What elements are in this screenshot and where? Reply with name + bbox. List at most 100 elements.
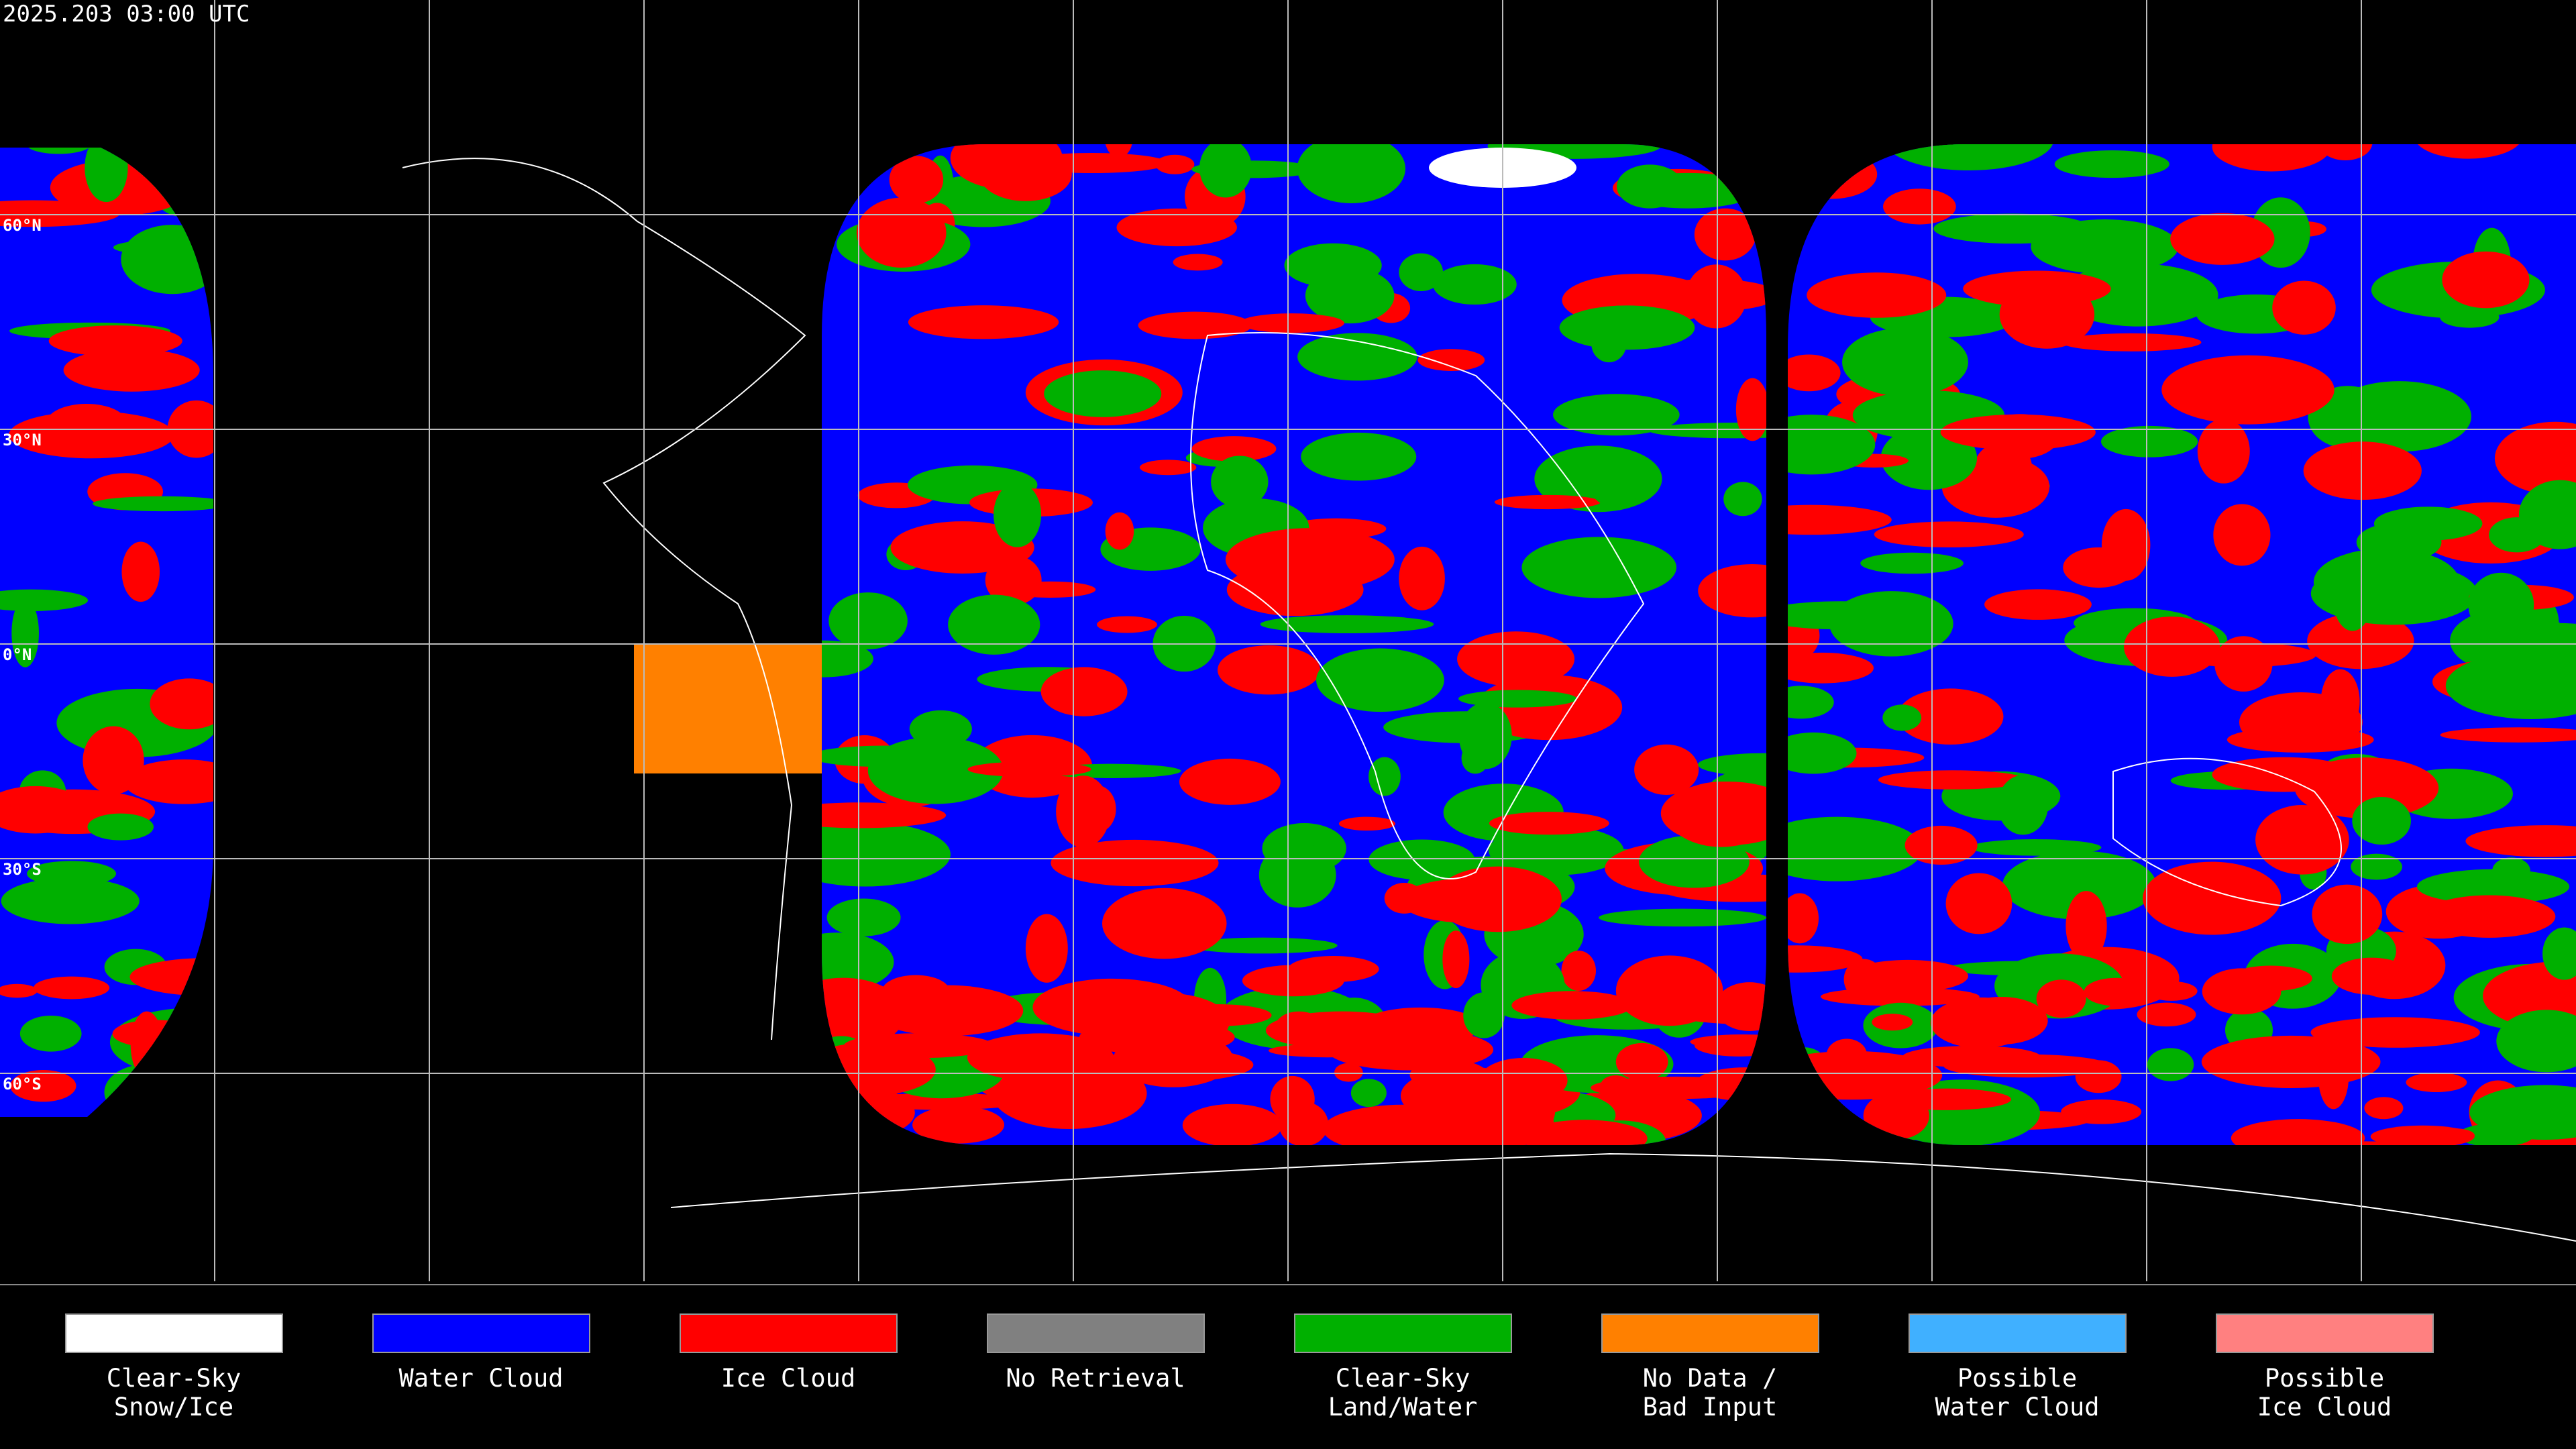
legend-label: No Retrieval xyxy=(1006,1364,1185,1393)
cloud-patch xyxy=(822,745,965,767)
cloud-patch xyxy=(1051,839,1219,887)
cloud-patch xyxy=(1432,264,1517,305)
cloud-patch xyxy=(27,148,91,154)
cloud-patch xyxy=(2202,968,2282,1015)
legend-label: Possible xyxy=(1957,1364,2077,1393)
cloud-patch xyxy=(1788,652,1874,684)
cloud-patch xyxy=(909,710,972,748)
cloud-patch xyxy=(121,541,160,602)
cloud-patch xyxy=(1698,564,1766,618)
legend-swatch xyxy=(1294,1313,1512,1353)
cloud-patch xyxy=(2331,957,2412,995)
cloud-patch xyxy=(1788,504,1892,535)
cloud-patch xyxy=(10,1070,76,1102)
cloud-patch xyxy=(844,1033,994,1059)
cloud-patch xyxy=(1843,959,1884,1000)
legend-label: Water Cloud xyxy=(398,1364,563,1393)
cloud-patch xyxy=(1788,893,1819,944)
coastlines xyxy=(402,158,2576,1242)
no-data-region xyxy=(634,644,822,773)
cloud-patch xyxy=(1040,667,1128,716)
cloud-patch xyxy=(1697,753,1766,777)
cloud-patch xyxy=(822,802,947,828)
cloud-patch xyxy=(1788,354,1841,392)
cloud-patch xyxy=(1301,432,1417,481)
coastline xyxy=(1190,332,1645,879)
satellite-discs xyxy=(0,144,2576,1145)
cloud-patch xyxy=(1615,1042,1668,1081)
cloud-patch xyxy=(948,594,1040,655)
cloud-patch xyxy=(1165,1004,1272,1026)
cloud-patch xyxy=(48,325,182,357)
cloud-patch xyxy=(1925,144,2042,161)
cloud-patch xyxy=(2542,927,2576,980)
cloud-patch xyxy=(1269,1044,1387,1058)
cloud-patch xyxy=(19,1015,82,1052)
cloud-patch xyxy=(2473,623,2576,680)
cloud-patch xyxy=(822,640,873,678)
legend-swatch xyxy=(1909,1313,2127,1353)
cloud-patch xyxy=(1591,1076,1762,1099)
cloud-patch xyxy=(1409,1059,1488,1090)
cloud-patch xyxy=(0,589,89,612)
cloud-patch xyxy=(2468,572,2534,637)
cloud-patch xyxy=(1442,930,1470,989)
lat-label: 0°N xyxy=(3,645,32,664)
cloud-patch xyxy=(1096,616,1157,633)
cloud-patch xyxy=(1930,997,2031,1049)
cloud-patch xyxy=(1173,254,1223,271)
cloud-patch xyxy=(1258,842,1336,908)
cloud-patch xyxy=(1521,537,1677,598)
cloud-patch xyxy=(1660,782,1766,845)
cloud-patch xyxy=(889,156,944,204)
cloud-patch xyxy=(1842,327,1968,396)
cloud-patch xyxy=(912,1106,1005,1144)
cloud-patch xyxy=(1999,280,2095,349)
legend-label: Ice Cloud xyxy=(2257,1393,2392,1421)
cloud-patch xyxy=(1297,333,1417,381)
cloud-patch xyxy=(963,144,1024,176)
cloud-patch xyxy=(1694,208,1756,261)
cloud-patch xyxy=(1997,775,2049,835)
lat-label: 60°S xyxy=(3,1075,42,1093)
cloud-patch xyxy=(46,403,127,443)
cloud-patch xyxy=(2433,1128,2475,1143)
cloud-patch xyxy=(2272,280,2336,335)
cloud-patch xyxy=(123,759,213,804)
cloud-patch xyxy=(2255,805,2349,875)
cloud-patch xyxy=(1788,686,1834,719)
cloud-patch xyxy=(2333,569,2372,631)
cloud-patch xyxy=(2137,1002,2196,1027)
cloud-patch xyxy=(1182,1104,1283,1145)
lat-label: 30°S xyxy=(3,860,42,879)
cloud-patch xyxy=(2496,1010,2576,1073)
cloud-patch xyxy=(2161,355,2334,425)
cloud-patch xyxy=(2084,977,2148,1006)
cloud-patch xyxy=(1417,349,1485,371)
legend-label: Clear-Sky xyxy=(107,1364,241,1393)
cloud-patch xyxy=(1368,757,1401,796)
cloud-patch xyxy=(1217,645,1321,695)
legend-swatch xyxy=(65,1313,283,1353)
cloud-patch xyxy=(1024,1050,1120,1091)
cloud-patch xyxy=(1316,648,1444,712)
legend-label: Clear-Sky xyxy=(1336,1364,1470,1393)
cloud-patch xyxy=(113,238,213,257)
cloud-patch xyxy=(1897,688,2004,745)
cloud-patch xyxy=(1511,991,1633,1020)
cloud-patch xyxy=(1593,482,1638,506)
cloud-patch xyxy=(1788,816,1923,881)
cloud-patch xyxy=(1559,305,1695,350)
cloud-patch xyxy=(1634,744,1699,795)
cloud-patch xyxy=(2303,441,2422,500)
cloud-patch xyxy=(1138,311,1252,339)
cloud-patch xyxy=(2465,825,2576,857)
legend-swatch xyxy=(987,1313,1205,1353)
cloud-patch xyxy=(1226,563,1364,616)
graticule xyxy=(0,0,2576,1285)
cloud-patch xyxy=(1878,770,2027,790)
cloud-patch xyxy=(871,985,1024,1036)
cloud-patch xyxy=(2065,891,2107,961)
cloud-patch xyxy=(2416,869,2570,904)
cloud-patch xyxy=(1368,839,1475,880)
